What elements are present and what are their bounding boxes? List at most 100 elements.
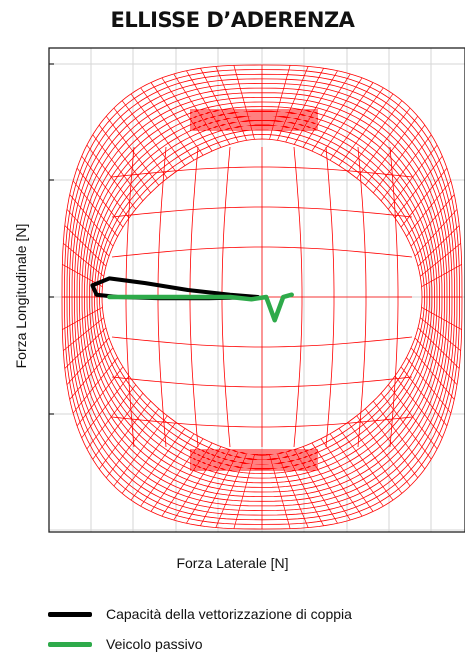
mesh-spoke xyxy=(66,337,110,385)
mesh-spoke xyxy=(373,400,426,470)
mesh-spoke xyxy=(76,167,124,228)
mesh-spoke xyxy=(173,446,222,521)
mesh-spoke xyxy=(62,306,103,330)
mesh-spoke xyxy=(356,415,411,487)
mesh-spoke xyxy=(414,337,458,385)
mesh-spoke xyxy=(63,317,105,351)
mesh-spoke xyxy=(233,65,255,140)
mesh-spoke xyxy=(400,366,448,427)
mesh-spoke xyxy=(419,243,461,277)
mesh-spoke xyxy=(140,433,195,507)
plot-area xyxy=(48,47,465,533)
mesh-spoke xyxy=(63,243,105,277)
mesh-spoke xyxy=(72,357,118,414)
mesh-spoke xyxy=(150,438,204,512)
mesh-spoke xyxy=(388,384,438,450)
mesh-spoke xyxy=(173,73,222,148)
mesh-spoke xyxy=(161,442,213,517)
mesh-spoke xyxy=(329,433,384,507)
mesh-spoke xyxy=(69,347,114,400)
mesh-spoke xyxy=(98,400,151,470)
mesh-spoke xyxy=(186,70,231,145)
mesh-spoke xyxy=(140,87,195,161)
mesh-spoke xyxy=(81,155,130,219)
mesh-spoke xyxy=(394,155,443,219)
mesh-spoke xyxy=(76,366,124,427)
mesh-spoke xyxy=(215,453,247,528)
mesh-spoke xyxy=(338,93,394,166)
mesh-spoke xyxy=(86,144,136,210)
series-group xyxy=(90,276,294,323)
mesh-spoke xyxy=(347,422,403,494)
legend: Capacità della vettorizzazione di coppia… xyxy=(48,603,352,663)
mesh-spoke xyxy=(347,100,403,172)
mesh-spoke xyxy=(320,438,374,512)
mesh-spoke xyxy=(417,327,460,369)
mesh-spoke xyxy=(64,327,107,369)
mesh-spoke xyxy=(130,93,186,166)
mesh-spoke xyxy=(105,408,160,479)
legend-swatch-black xyxy=(48,611,92,617)
mesh-spoke xyxy=(380,134,432,202)
mesh-spoke xyxy=(64,225,107,267)
mesh-spoke xyxy=(121,100,177,172)
mesh-spoke xyxy=(215,66,247,141)
mesh-spoke xyxy=(311,77,363,152)
mesh-spoke xyxy=(69,194,114,247)
legend-item-torque-vectoring: Capacità della vettorizzazione di coppia xyxy=(48,603,352,625)
mesh-spoke xyxy=(400,167,448,228)
mesh-spoke xyxy=(406,180,452,237)
mesh-spoke xyxy=(419,317,461,351)
mesh-spoke xyxy=(269,454,291,529)
mesh-spoke xyxy=(150,82,204,156)
mesh-spoke xyxy=(364,115,419,186)
mesh-inner-line xyxy=(389,146,399,448)
series-line-passive-vehicle xyxy=(107,292,294,323)
mesh-spoke xyxy=(72,180,118,237)
mesh-spoke xyxy=(81,375,130,439)
mesh-inner-line xyxy=(357,146,367,448)
mesh-spoke xyxy=(410,194,455,247)
mesh-spoke xyxy=(373,124,426,194)
mesh-inner-line xyxy=(325,146,335,448)
mesh-spoke xyxy=(161,77,213,152)
y-axis-label: Forza Longitudinale [N] xyxy=(13,223,29,369)
mesh-spoke xyxy=(113,107,168,179)
mesh-spoke xyxy=(66,209,110,257)
mesh-inner-line xyxy=(293,146,303,448)
mesh-spoke xyxy=(329,87,384,161)
mesh-spoke xyxy=(130,428,186,501)
mesh-spoke xyxy=(410,347,455,400)
mesh-spoke xyxy=(98,124,151,194)
mesh-spoke xyxy=(293,70,338,145)
legend-label: Veicolo passivo xyxy=(106,636,203,652)
mesh-spoke xyxy=(320,82,374,156)
mesh-spoke xyxy=(417,225,460,267)
mesh-spoke xyxy=(380,392,432,460)
mesh-spoke xyxy=(406,357,452,414)
mesh-spoke xyxy=(105,115,160,186)
mesh-spoke xyxy=(121,422,177,494)
mesh-spoke xyxy=(421,306,462,330)
mesh-spoke xyxy=(113,415,168,487)
legend-label: Capacità della vettorizzazione di coppia xyxy=(106,606,352,622)
mesh-spoke xyxy=(394,375,443,439)
mesh-spoke xyxy=(356,107,411,179)
mesh-spoke xyxy=(421,264,462,288)
plot-frame xyxy=(48,47,465,533)
legend-swatch-green xyxy=(48,641,92,647)
x-axis-label: Forza Laterale [N] xyxy=(176,555,289,571)
legend-item-passive-vehicle: Veicolo passivo xyxy=(48,633,352,655)
chart-title: ELLISSE D’ADERENZA xyxy=(110,8,355,32)
mesh-spoke xyxy=(92,134,144,202)
mesh-spoke xyxy=(414,209,458,257)
mesh-spoke xyxy=(338,428,394,501)
mesh-spoke xyxy=(302,73,351,148)
mesh-spoke xyxy=(311,442,363,517)
mesh-spoke xyxy=(388,144,438,210)
mesh-spoke xyxy=(233,454,255,529)
mesh-spoke xyxy=(302,446,351,521)
mesh-spoke xyxy=(364,408,419,479)
mesh-spoke xyxy=(92,392,144,460)
mesh-spoke xyxy=(269,65,291,140)
